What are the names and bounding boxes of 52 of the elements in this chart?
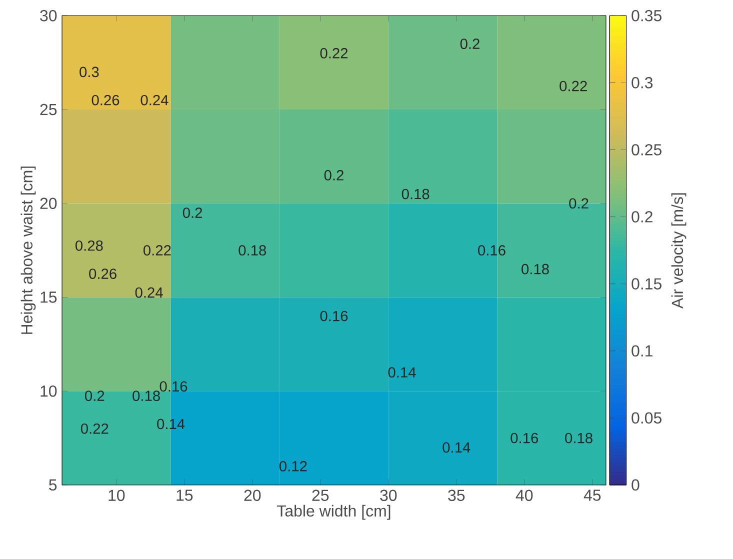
annotation: 0.16 [478,245,506,256]
color-bar-label: 0.15 [632,278,662,290]
annotation: 0.24 [135,287,163,298]
annotation: 0.18 [238,245,266,256]
annotation: 0.14 [157,418,185,430]
annotation: 0.16 [510,432,538,444]
annotation: 0.14 [388,367,416,378]
y-axis-title: Height above waist [cm] [20,166,36,334]
annotation: 0.18 [565,432,592,444]
annotation: 0.18 [522,264,549,274]
color-bar-label: 0.25 [632,144,662,156]
annotation: 0.14 [442,442,470,453]
annotation: 0.18 [132,390,160,402]
annotation: 0.12 [279,461,307,472]
annotation: 0.22 [560,80,587,92]
x-tick-label: 15 [176,490,193,501]
annotation: 0.26 [89,268,116,279]
annotation: 0.22 [143,245,171,256]
y-tick-label: 10 [40,385,57,397]
color-bar-label: 0.3 [632,77,653,88]
color-bar-label: 0 [632,479,640,491]
annotation: 0.18 [402,188,430,200]
x-tick-label: 45 [584,490,601,501]
annotation: 0.22 [320,48,348,58]
color-bar-title: Air velocity [m/s] [671,193,686,309]
annotation: 0.2 [324,170,344,180]
y-tick-label: 20 [40,198,57,210]
annotation: 0.3 [80,66,99,78]
x-tick-label: 35 [448,490,465,502]
annotation: 0.2 [460,38,480,50]
annotation: 0.2 [569,198,588,209]
annotation: 0.22 [80,423,108,434]
y-tick-label: 30 [40,10,57,22]
annotation: 0.26 [92,94,120,106]
color-bar-label: 0.2 [632,211,652,222]
color-bar-label: 0.1 [632,345,652,357]
x-tick-label: 25 [312,490,329,502]
color-bar-label: 0.35 [632,10,662,22]
annotation: 0.24 [140,94,168,106]
annotation: 0.2 [182,208,202,218]
y-tick-label: 15 [40,292,57,303]
x-tick-label: 40 [516,490,533,502]
annotation: 0.2 [85,390,104,402]
annotation: 0.28 [75,240,103,251]
annotation: 0.16 [320,310,348,322]
y-tick-label: 25 [40,104,57,116]
y-tick-label: 5 [49,479,57,491]
x-tick-label: 30 [380,490,397,502]
color-bar-label: 0.05 [632,412,662,424]
x-axis-title: Table width [cm] [277,504,390,520]
x-tick-label: 20 [244,490,261,502]
x-tick-label: 10 [108,490,125,502]
